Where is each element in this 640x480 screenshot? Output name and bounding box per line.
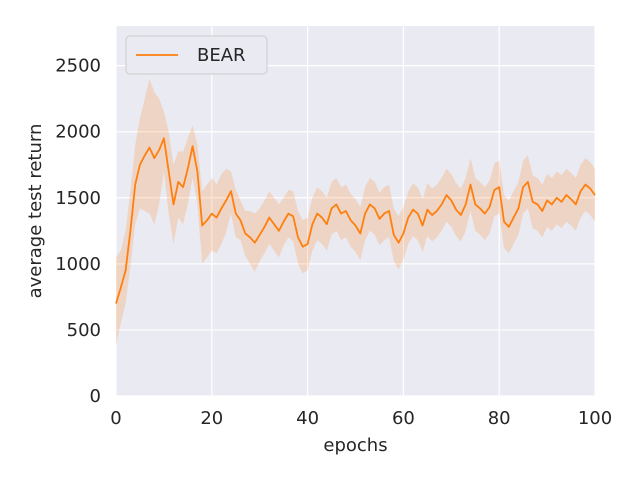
legend-label-bear: BEAR [197,45,246,66]
y-tick-label: 2500 [55,56,101,77]
legend-box [125,35,268,75]
x-tick-label: 60 [392,408,415,429]
x-tick-label: 20 [200,408,223,429]
series-line-bear [115,137,596,304]
legend: BEAR [125,35,268,75]
x-tick-labels: 0 20 40 60 80 100 [110,408,612,429]
y-tick-label: 0 [90,386,101,407]
y-tick-labels: 0 500 1000 1500 2000 2500 [55,56,101,407]
x-tick-label: 0 [110,408,121,429]
confidence-band-layer [116,78,595,346]
plot-background [116,26,595,396]
grid [115,26,596,397]
x-tick-label: 100 [578,408,612,429]
y-tick-label: 1000 [55,254,101,275]
confidence-band-bear [116,78,595,346]
x-tick-label: 80 [488,408,511,429]
y-axis-title: average test return [25,124,46,299]
series-line-layer [115,137,596,304]
x-tick-label: 40 [296,408,319,429]
y-tick-label: 500 [67,320,101,341]
x-axis-title: epochs [323,435,387,456]
y-tick-label: 1500 [55,188,101,209]
y-tick-label: 2000 [55,122,101,143]
